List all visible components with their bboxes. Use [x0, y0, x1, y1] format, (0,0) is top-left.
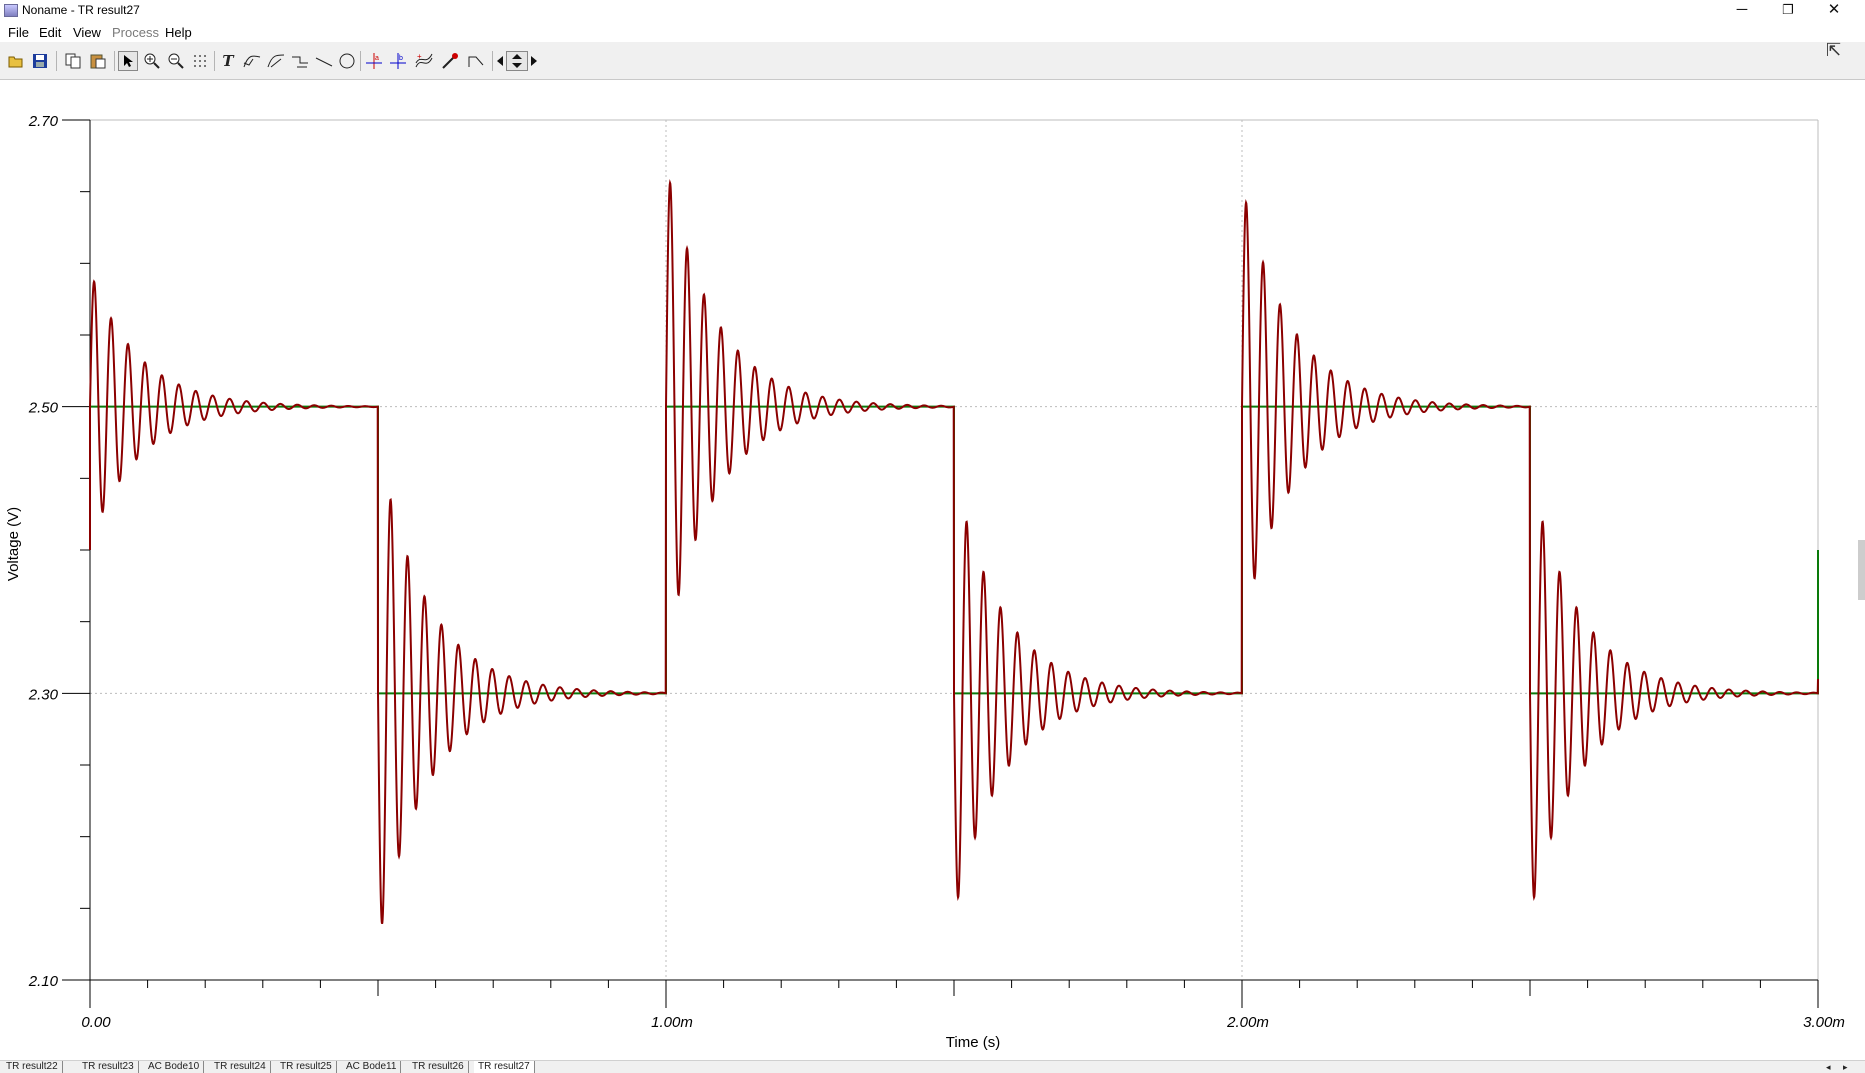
- x-tick-label: 0.00: [81, 1014, 111, 1031]
- restore-button[interactable]: ❐: [1782, 2, 1794, 17]
- tab-tr-result25[interactable]: TR result25: [276, 1061, 337, 1073]
- curve-tool-button[interactable]: [242, 51, 262, 71]
- curve-tool-3-button[interactable]: [290, 51, 310, 71]
- y-tick-label: 2.70: [28, 113, 59, 130]
- curve-tool-3-icon: [292, 56, 308, 68]
- pointer-icon: [124, 55, 133, 67]
- tab-ac-bode11[interactable]: AC Bode11: [342, 1061, 402, 1073]
- y-tick-label: 2.50: [28, 400, 59, 417]
- scroll-right-icon: [531, 56, 537, 66]
- toolbar: T a b +: [0, 42, 1865, 80]
- ringing-response-series: [89, 178, 1819, 925]
- tab-scroll-left-icon[interactable]: ◂: [1826, 1062, 1831, 1072]
- curve-tool-icon: [243, 55, 261, 68]
- curve-tool-2-button[interactable]: [266, 51, 286, 71]
- series-layer: [89, 178, 1819, 925]
- mouse-cursor-icon: ⇱: [1826, 40, 1842, 60]
- open-icon: [8, 56, 23, 68]
- svg-text:b: b: [399, 55, 403, 62]
- copy-icon: [65, 53, 81, 69]
- tab-tr-result22[interactable]: TR result22: [2, 1061, 63, 1073]
- menu-file[interactable]: File: [8, 25, 29, 40]
- grid-button[interactable]: [190, 51, 210, 71]
- svg-text:a: a: [375, 55, 379, 62]
- add-curve-button[interactable]: +: [414, 51, 434, 71]
- scroll-updown-icon: [512, 54, 522, 68]
- x-tick-label: 2.00m: [1226, 1014, 1269, 1031]
- cursor-a-button[interactable]: a: [364, 51, 384, 71]
- step-button[interactable]: [466, 51, 486, 71]
- zoom-in-button[interactable]: [142, 51, 162, 71]
- menu-bar: File Edit View Process Help: [0, 22, 1865, 42]
- circle-icon: [339, 53, 355, 69]
- zoom-out-button[interactable]: [166, 51, 186, 71]
- window-title: Noname - TR result27: [22, 3, 140, 17]
- result-tab-bar: ◂ ▸ TR result22 TR result23 AC Bode10 TR re…: [0, 1060, 1865, 1073]
- tab-ac-bode10[interactable]: AC Bode10: [144, 1061, 205, 1073]
- y-tick-label: 2.10: [28, 973, 59, 990]
- app-icon: [4, 4, 18, 17]
- cursor-b-icon: b: [390, 53, 406, 69]
- paste-icon: [90, 54, 106, 69]
- x-axis-label: Time (s): [946, 1034, 1000, 1051]
- line-tool-button[interactable]: [314, 51, 334, 71]
- tab-tr-result27[interactable]: TR result27: [474, 1061, 535, 1073]
- close-button[interactable]: ✕: [1827, 1, 1841, 18]
- menu-edit[interactable]: Edit: [39, 25, 62, 40]
- scroll-left-button[interactable]: [494, 51, 506, 71]
- step-icon: [468, 56, 484, 67]
- text-tool-button[interactable]: T: [222, 52, 234, 70]
- curve-tool-2-icon: [267, 54, 285, 68]
- scroll-updown-button[interactable]: [506, 51, 528, 71]
- menu-view[interactable]: View: [73, 25, 101, 40]
- copy-button[interactable]: [63, 51, 83, 71]
- grid-icon: [194, 55, 206, 67]
- y-axis-label: Voltage (V): [5, 507, 22, 581]
- scroll-left-icon: [497, 56, 503, 66]
- open-button[interactable]: [6, 51, 26, 71]
- toolbar-separator: [114, 51, 115, 71]
- toolbar-separator: [214, 51, 215, 71]
- probe-icon: [442, 53, 458, 69]
- zoom-out-icon: [168, 53, 184, 69]
- circle-tool-button[interactable]: [337, 51, 357, 71]
- pointer-button[interactable]: [118, 51, 138, 71]
- save-icon: [33, 54, 47, 68]
- svg-text:+: +: [417, 52, 422, 61]
- cursor-a-icon: a: [366, 53, 382, 69]
- y-tick-label: 2.30: [28, 686, 59, 703]
- vertical-scrollbar[interactable]: [1858, 540, 1865, 600]
- line-icon: [315, 57, 333, 67]
- tab-tr-result26[interactable]: TR result26: [408, 1061, 469, 1073]
- cursor-b-button[interactable]: b: [388, 51, 408, 71]
- x-tick-label: 1.00m: [651, 1014, 693, 1031]
- scroll-right-button[interactable]: [528, 51, 540, 71]
- toolbar-separator: [56, 51, 57, 71]
- tab-scroll-right-icon[interactable]: ▸: [1843, 1062, 1848, 1072]
- x-tick-label: 3.00m: [1803, 1014, 1845, 1031]
- zoom-in-icon: [144, 53, 160, 69]
- transient-result-chart[interactable]: 2.10 2.30 2.50 2.70 0.00 1.00m 2.00m 3.00m Volt…: [0, 80, 1865, 1060]
- title-bar: Noname - TR result27 ─ ❐ ✕: [0, 0, 1865, 22]
- toolbar-separator: [360, 51, 361, 71]
- axes-layer: 2.10 2.30 2.50 2.70 0.00 1.00m 2.00m 3.00m: [28, 113, 1845, 1031]
- save-button[interactable]: [30, 51, 50, 71]
- tab-tr-result24[interactable]: TR result24: [210, 1061, 271, 1073]
- minimize-button[interactable]: ─: [1736, 1, 1748, 18]
- add-curve-icon: +: [415, 52, 433, 68]
- menu-help[interactable]: Help: [165, 25, 192, 40]
- menu-process[interactable]: Process: [112, 25, 159, 40]
- tab-tr-result23[interactable]: TR result23: [78, 1061, 139, 1073]
- probe-button[interactable]: [440, 51, 460, 71]
- paste-button[interactable]: [88, 51, 108, 71]
- toolbar-separator: [492, 51, 493, 71]
